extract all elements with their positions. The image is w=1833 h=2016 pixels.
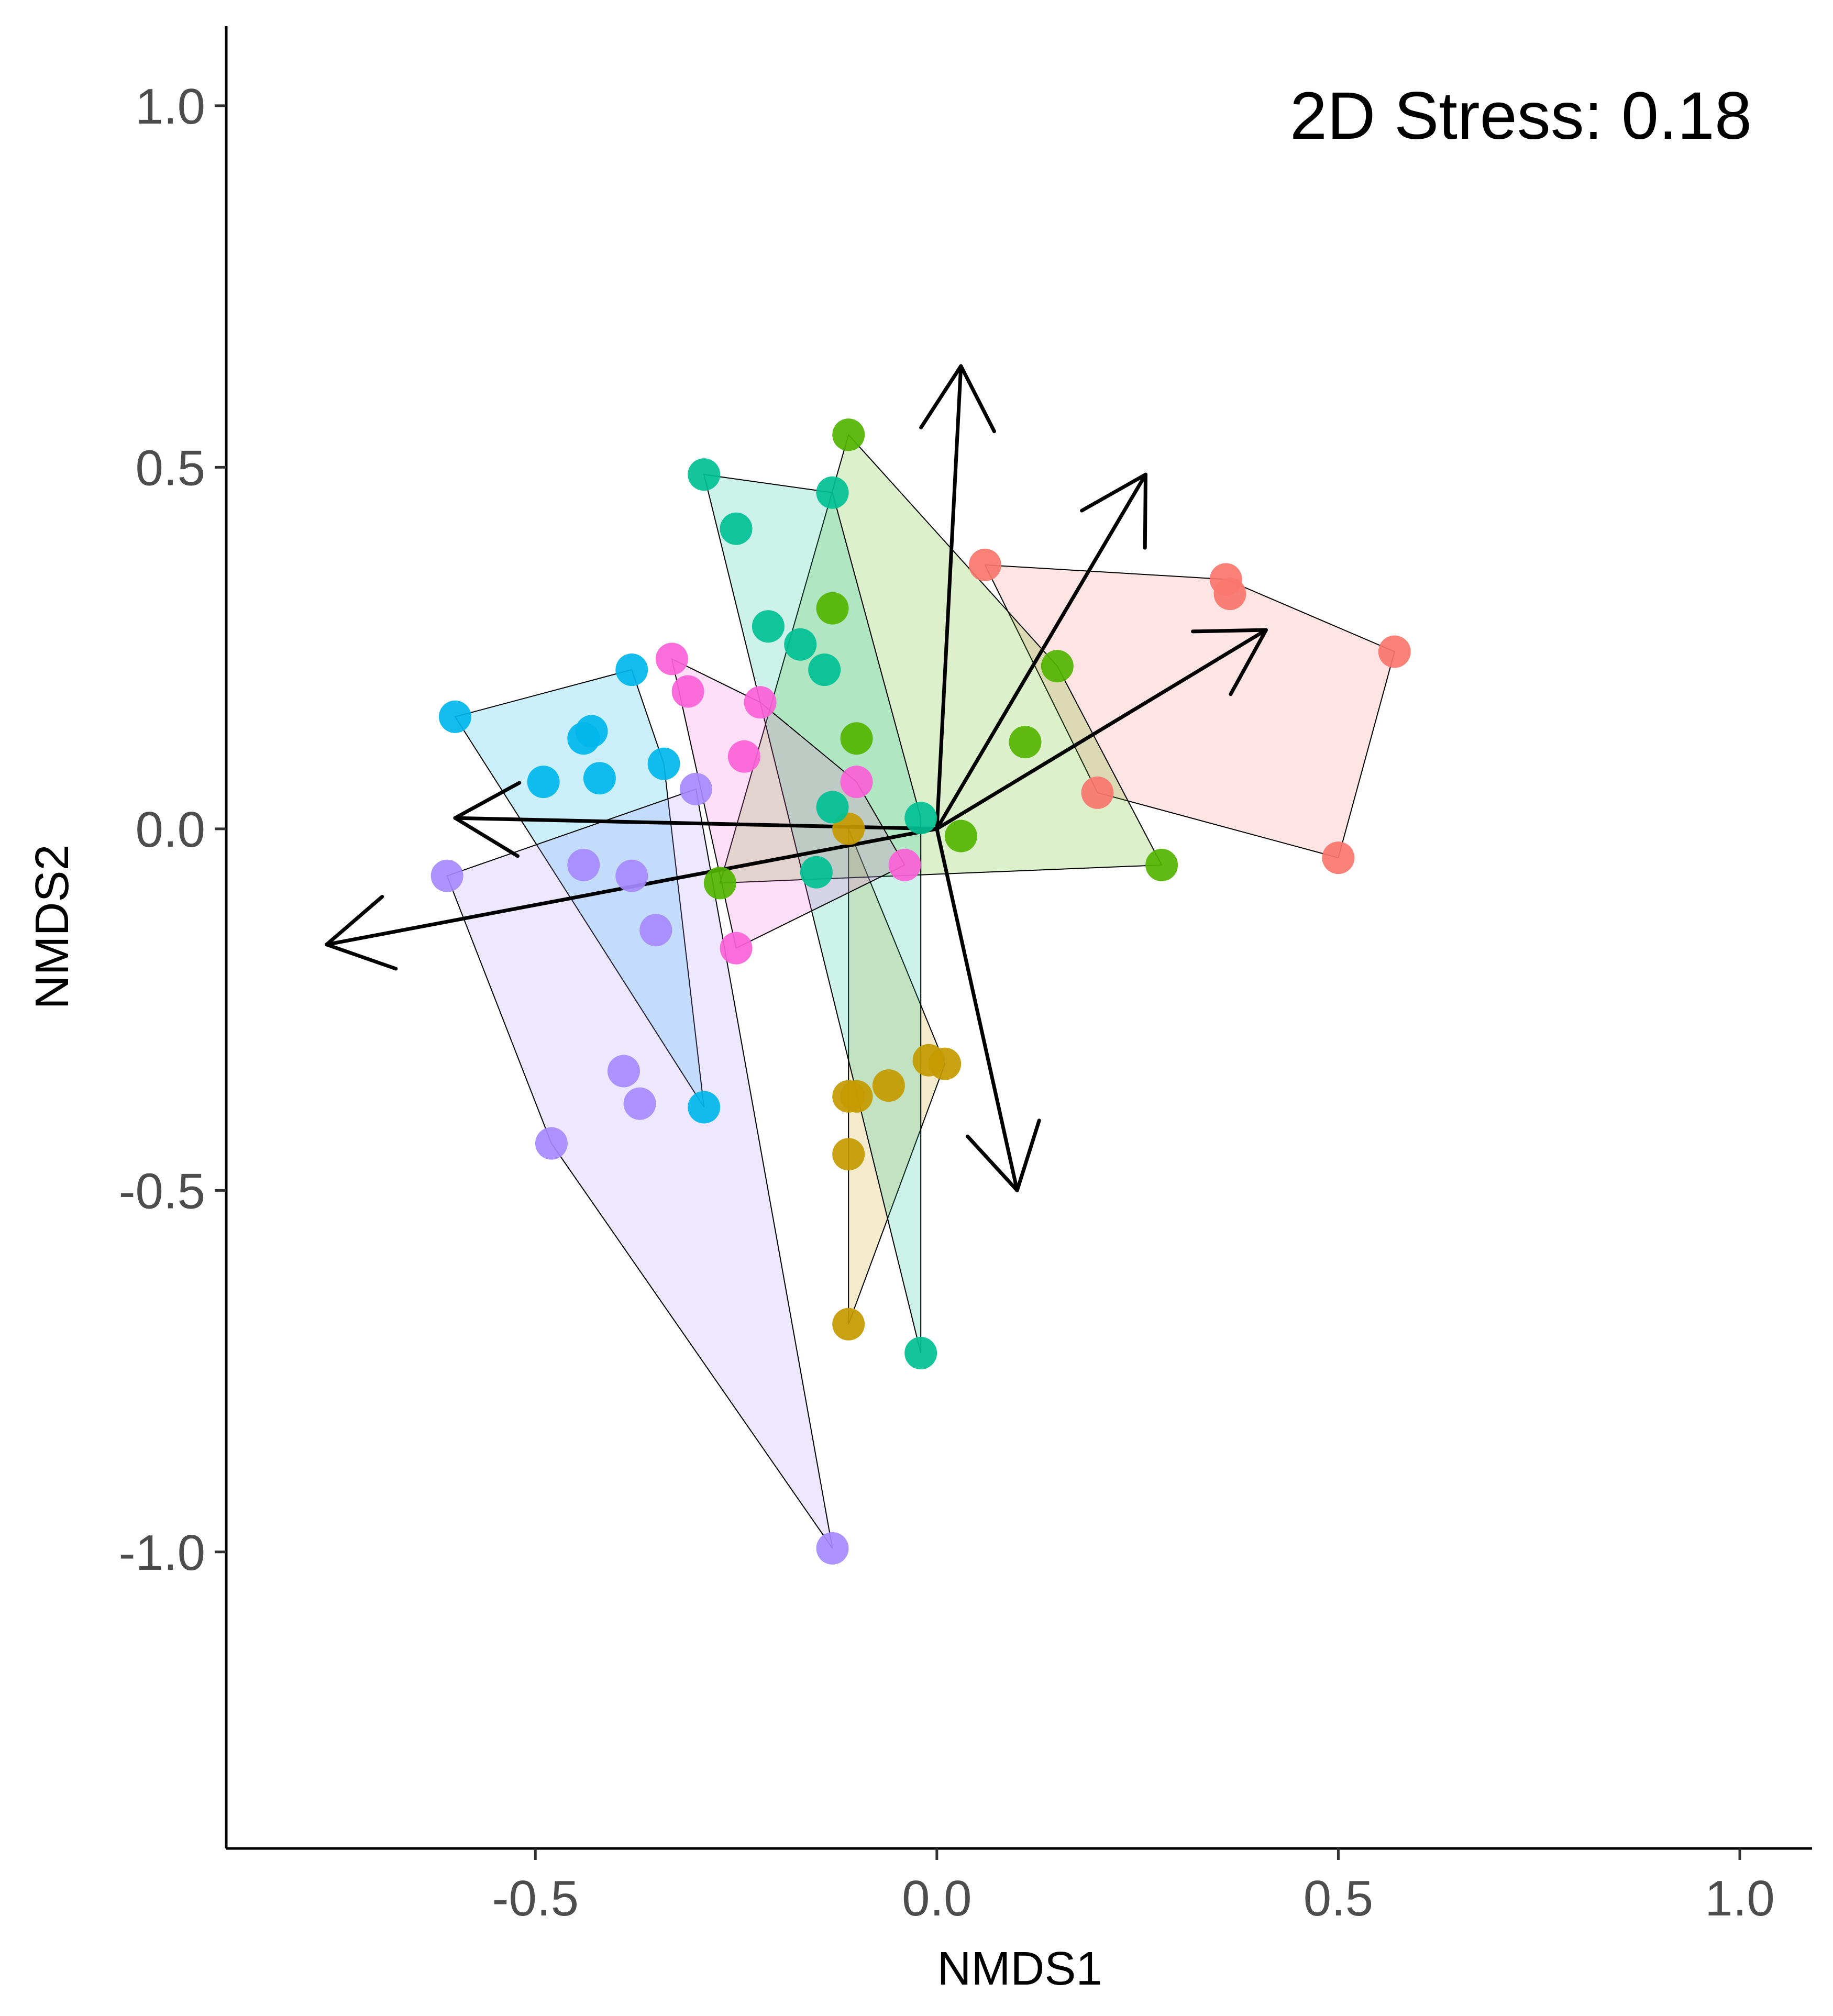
vector-arrow-6 [935, 827, 1019, 1192]
data-point-group-2 [840, 1080, 873, 1113]
data-point-group-7 [655, 643, 688, 675]
data-point-group-1 [1081, 776, 1114, 809]
vector-arrow-3 [935, 628, 1268, 831]
vector-arrow-2 [935, 472, 1147, 831]
data-point-group-5 [647, 747, 680, 780]
data-point-group-3 [1145, 848, 1178, 881]
data-point-group-1 [1378, 635, 1411, 668]
data-point-group-2 [929, 1047, 962, 1080]
data-point-group-4 [904, 802, 937, 835]
vector-arrowhead-4 [453, 781, 522, 820]
data-point-group-3 [1009, 726, 1042, 759]
vector-arrowhead-2 [1080, 472, 1147, 513]
x-tick-label: -0.5 [492, 1870, 579, 1926]
vector-arrowhead-5 [325, 894, 384, 947]
data-point-group-7 [671, 675, 704, 708]
vector-arrowhead-3 [1229, 628, 1268, 696]
data-point-group-5 [438, 700, 471, 733]
data-point-group-6 [615, 859, 648, 892]
x-tick-label: 0.0 [902, 1870, 971, 1926]
data-point-group-7 [888, 848, 921, 881]
y-axis-title: NMDS2 [26, 844, 79, 1009]
data-point-group-5 [575, 715, 608, 748]
data-point-group-6 [535, 1127, 568, 1160]
y-tick-label: 0.0 [136, 802, 205, 858]
data-point-group-3 [703, 867, 736, 900]
vector-arrowhead-6 [966, 1134, 1019, 1192]
data-point-group-6 [607, 1055, 640, 1088]
x-axis-title: NMDS1 [937, 1943, 1102, 1995]
data-point-group-5 [527, 766, 560, 799]
vector-arrow-1 [935, 364, 963, 831]
data-point-group-2 [832, 1308, 865, 1341]
data-point-group-3 [944, 819, 977, 852]
data-point-group-4 [752, 610, 785, 643]
vector-arrowhead-5 [325, 943, 398, 971]
data-point-group-6 [639, 914, 672, 947]
data-point-group-3 [840, 722, 873, 755]
data-point-group-3 [1041, 650, 1074, 683]
data-point-group-7 [720, 932, 753, 965]
vector-arrowhead-6 [1015, 1118, 1041, 1192]
vector-arrowhead-1 [919, 364, 963, 429]
point-layer [430, 418, 1411, 1565]
data-point-group-4 [904, 1337, 937, 1370]
arrow-layer [325, 364, 1268, 1192]
stress-annotation: 2D Stress: 0.18 [1290, 79, 1752, 153]
data-point-group-4 [808, 653, 841, 686]
data-point-group-3 [816, 592, 849, 625]
data-point-group-4 [720, 512, 753, 545]
data-point-group-7 [744, 686, 777, 719]
axis-layer: -0.5 0.0 0.5 1.0 1.0 0.5 0.0 -0.5 -1.0 [119, 26, 1812, 1926]
data-point-group-1 [1213, 578, 1246, 611]
x-tick-label: 1.0 [1705, 1870, 1774, 1926]
data-point-group-4 [816, 791, 849, 824]
data-point-group-5 [615, 653, 648, 686]
vector-arrowhead-1 [959, 364, 996, 434]
y-tick-label: 1.0 [136, 79, 205, 135]
vector-arrowhead-3 [1190, 628, 1268, 634]
data-point-group-4 [784, 628, 817, 661]
data-point-group-1 [1322, 841, 1355, 874]
data-point-group-2 [872, 1069, 905, 1102]
data-point-group-4 [800, 856, 833, 889]
data-point-group-6 [623, 1087, 656, 1120]
vector-arrowhead-4 [453, 816, 520, 858]
data-point-group-3 [832, 418, 865, 451]
data-point-group-7 [840, 766, 873, 799]
data-point-group-2 [832, 1138, 865, 1171]
data-point-group-6 [567, 848, 600, 881]
data-point-group-1 [968, 548, 1001, 581]
x-tick-label: 0.5 [1304, 1870, 1373, 1926]
y-tick-label: -1.0 [119, 1525, 205, 1581]
data-point-group-6 [430, 859, 463, 892]
data-point-group-5 [583, 762, 616, 795]
data-point-group-4 [688, 458, 721, 491]
data-point-group-6 [679, 772, 712, 805]
data-point-group-6 [816, 1532, 849, 1565]
data-point-group-7 [727, 740, 760, 773]
y-tick-label: 0.5 [136, 440, 205, 496]
group-hull-1 [984, 564, 1395, 859]
y-tick-label: -0.5 [119, 1163, 205, 1219]
data-point-group-5 [688, 1091, 721, 1124]
data-point-group-4 [816, 476, 849, 509]
